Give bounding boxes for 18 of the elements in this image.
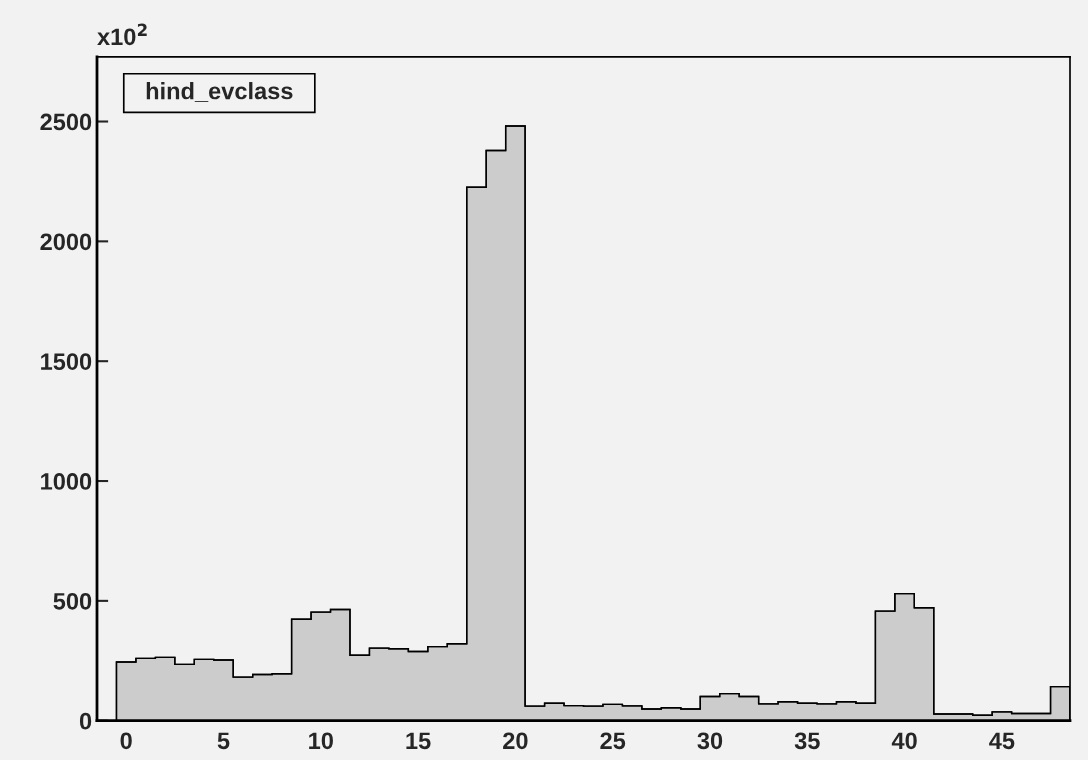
x-tick-label: 5 — [217, 732, 230, 750]
text: x10$^{2}$ — [97, 23, 147, 46]
x-tick-label: 10 — [309, 732, 333, 750]
y-tick-label: 2500 — [40, 113, 92, 131]
x-tick-label: 25 — [600, 732, 626, 750]
x-tick-label: 35 — [794, 732, 820, 750]
x-tick-label: 45 — [989, 732, 1015, 750]
y-tick-label: 1000 — [41, 473, 92, 490]
y-tick-label: 500 — [53, 592, 92, 610]
x-tick-label: 15 — [406, 732, 431, 750]
x-tick-label: 40 — [891, 732, 917, 750]
x-tick-label: 20 — [503, 732, 528, 750]
x-tick-label: 30 — [697, 732, 723, 750]
y-tick-label: 2000 — [40, 233, 92, 251]
x-tick-label: 0 — [120, 732, 132, 750]
y-tick-label: 0 — [79, 712, 92, 730]
y-tick-label: 1500 — [41, 353, 92, 370]
text: hind_evclass — [146, 82, 293, 103]
